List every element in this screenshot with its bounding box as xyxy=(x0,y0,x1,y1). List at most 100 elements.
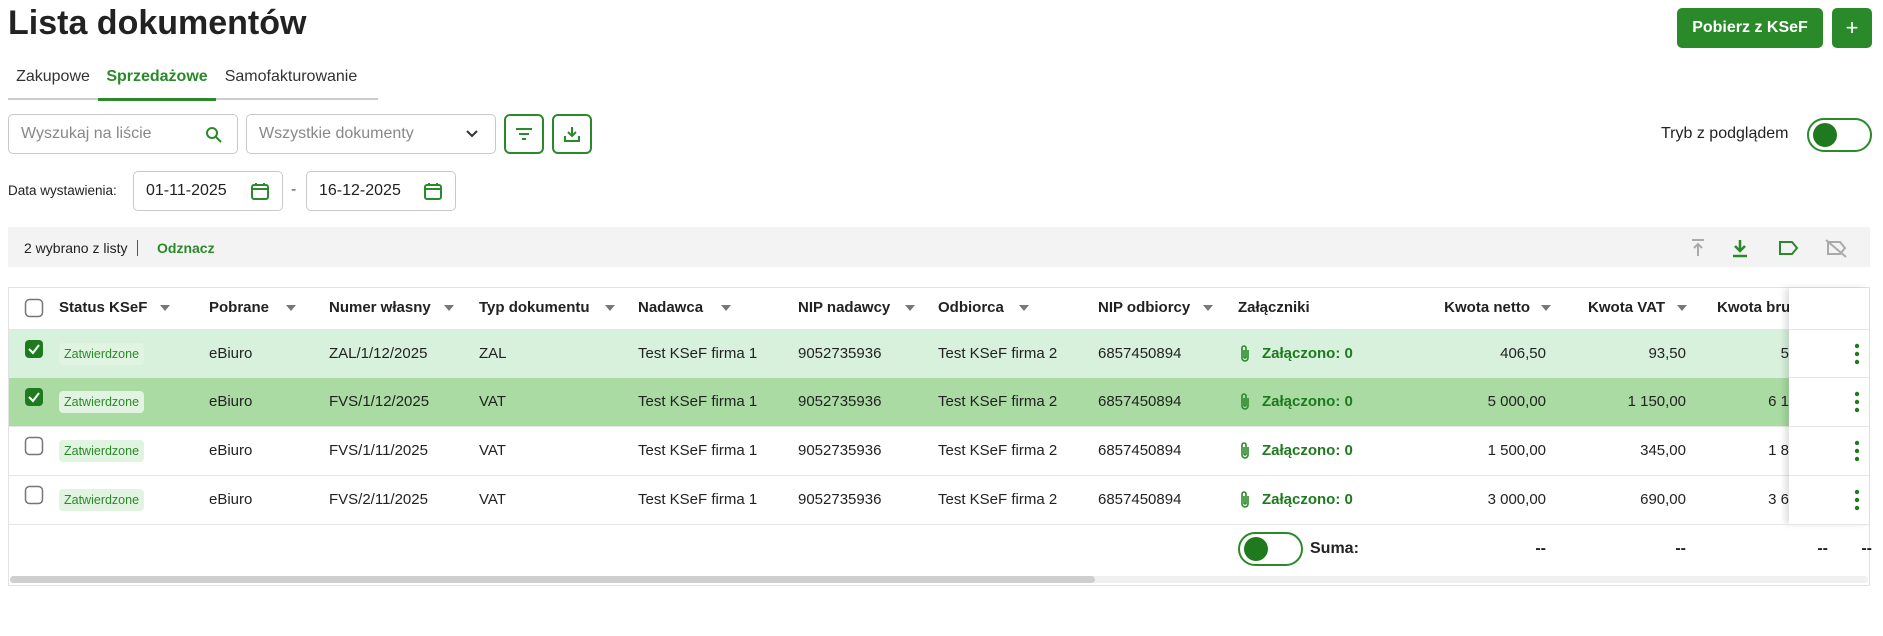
paperclip-icon xyxy=(1241,344,1249,362)
table-cell: VAT xyxy=(479,393,506,410)
table-cell: Test KSeF firma 1 xyxy=(638,491,758,508)
attachments-cell[interactable]: Załączono: 0 xyxy=(1238,426,1353,475)
sum-value: -- xyxy=(1535,540,1546,557)
table-cell: Test KSeF firma 1 xyxy=(638,345,758,362)
table-cell: 345,00 xyxy=(1640,442,1686,459)
row-menu-icon[interactable] xyxy=(1853,440,1861,462)
table-cell: 3 6 xyxy=(1768,491,1789,508)
table-cell: Test KSeF firma 1 xyxy=(638,442,758,459)
status-badge: Zatwierdzone xyxy=(59,439,145,462)
sum-value: -- xyxy=(1861,540,1872,557)
row-actions-divider xyxy=(1789,329,1869,330)
status-badge: Zatwierdzone xyxy=(59,488,145,511)
date-from-input[interactable]: 01-11-2025 xyxy=(133,171,283,211)
row-menu-icon[interactable] xyxy=(1853,489,1861,511)
sort-arrow xyxy=(1677,305,1687,311)
table-row xyxy=(9,475,1789,524)
deselect-link[interactable]: Odznacz xyxy=(157,240,215,256)
sum-toggle[interactable] xyxy=(1238,532,1303,566)
table-row xyxy=(9,377,1789,426)
attachments-cell[interactable]: Załączono: 0 xyxy=(1238,377,1353,426)
tab[interactable]: Sprzedażowe xyxy=(98,64,216,101)
table-cell: ZAL/1/12/2025 xyxy=(329,345,428,362)
page-title: Lista dokumentów xyxy=(8,4,307,42)
date-label: Data wystawienia: xyxy=(8,183,117,198)
column-header[interactable]: Status KSeF xyxy=(59,298,148,316)
filter-icon xyxy=(516,128,532,140)
column-header[interactable]: Nadawca xyxy=(638,298,704,316)
table-cell: Test KSeF firma 2 xyxy=(938,491,1058,508)
column-header[interactable]: Kwota netto xyxy=(1444,298,1530,316)
column-header[interactable]: NIP nadawcy xyxy=(798,298,891,316)
table-cell: 406,50 xyxy=(1500,345,1546,362)
row-checkbox[interactable] xyxy=(24,436,44,456)
fetch-ksef-button[interactable]: Pobierz z KSeF xyxy=(1677,8,1823,48)
table-cell: 5 000,00 xyxy=(1487,393,1546,410)
preview-toggle[interactable] xyxy=(1807,118,1872,152)
attachments-cell[interactable]: Załączono: 0 xyxy=(1238,329,1353,378)
table-cell: 1 8 xyxy=(1768,442,1789,459)
add-button[interactable]: + xyxy=(1832,8,1872,48)
column-header[interactable]: Typ dokumentu xyxy=(479,298,590,316)
attachments-count: Załączono: 0 xyxy=(1262,393,1353,410)
footer-row xyxy=(9,524,1869,573)
table-cell: 1 150,00 xyxy=(1627,393,1686,410)
paperclip-icon xyxy=(1241,441,1249,459)
row-menu-icon[interactable] xyxy=(1853,391,1861,413)
toggle-knob xyxy=(1244,537,1268,561)
table-cell: 690,00 xyxy=(1640,491,1686,508)
column-header[interactable]: Załączniki xyxy=(1238,298,1310,316)
row-actions-divider xyxy=(1789,377,1869,378)
attachments-count: Załączono: 0 xyxy=(1262,491,1353,508)
scrollbar-thumb[interactable] xyxy=(10,576,1095,583)
filter-button[interactable] xyxy=(504,114,544,154)
tab[interactable]: Zakupowe xyxy=(16,68,90,85)
sort-arrow xyxy=(605,305,615,311)
column-header[interactable]: Kwota VAT xyxy=(1588,298,1665,316)
table-cell: 93,50 xyxy=(1648,345,1686,362)
status-cell: Zatwierdzone xyxy=(59,475,145,524)
status-badge: Zatwierdzone xyxy=(59,342,145,365)
status-cell: Zatwierdzone xyxy=(59,377,145,426)
table-cell: 6857450894 xyxy=(1098,345,1182,362)
status-cell: Zatwierdzone xyxy=(59,426,145,475)
sort-arrow xyxy=(1019,305,1029,311)
row-checkbox[interactable] xyxy=(24,298,44,318)
table-cell: 9052735936 xyxy=(798,393,882,410)
table-cell: Test KSeF firma 2 xyxy=(938,393,1058,410)
table-cell: 6857450894 xyxy=(1098,442,1182,459)
row-checkbox[interactable] xyxy=(24,485,44,505)
column-header[interactable]: Numer własny xyxy=(329,298,431,316)
attachments-cell[interactable]: Załączono: 0 xyxy=(1238,475,1353,524)
row-checkbox[interactable] xyxy=(24,339,44,359)
date-to-input[interactable]: 16-12-2025 xyxy=(306,171,456,211)
row-actions-divider xyxy=(1789,426,1869,427)
column-header[interactable]: NIP odbiorcy xyxy=(1098,298,1191,316)
status-cell: Zatwierdzone xyxy=(59,329,145,378)
attachments-count: Załączono: 0 xyxy=(1262,345,1353,362)
row-checkbox[interactable] xyxy=(24,387,44,407)
sort-arrow xyxy=(1203,305,1213,311)
table-cell: eBiuro xyxy=(209,393,253,410)
table-cell: 1 500,00 xyxy=(1487,442,1546,459)
export-button[interactable] xyxy=(552,114,592,154)
table-cell: FVS/1/12/2025 xyxy=(329,393,430,410)
column-header[interactable]: Odbiorca xyxy=(938,298,1004,316)
column-header[interactable]: Pobrane xyxy=(209,298,270,316)
table-cell: Test KSeF firma 1 xyxy=(638,393,758,410)
row-menu-icon[interactable] xyxy=(1853,343,1861,365)
search-icon xyxy=(206,127,222,143)
sum-value: -- xyxy=(1675,540,1686,557)
search-input[interactable]: Wyszukaj na liście xyxy=(8,114,238,154)
sum-value: -- xyxy=(1817,540,1828,557)
selection-count: 2 wybrano z listy xyxy=(24,240,139,256)
column-header[interactable]: Kwota bru xyxy=(1717,298,1789,316)
table-row xyxy=(9,329,1789,378)
bulk-action-icons xyxy=(1692,239,1847,258)
table-cell: 9052735936 xyxy=(798,345,882,362)
table-cell: 6857450894 xyxy=(1098,491,1182,508)
document-type-select[interactable]: Wszystkie dokumenty xyxy=(246,114,496,154)
date-from: 01-11-2025 xyxy=(146,182,227,199)
tab[interactable]: Samofakturowanie xyxy=(224,68,358,85)
